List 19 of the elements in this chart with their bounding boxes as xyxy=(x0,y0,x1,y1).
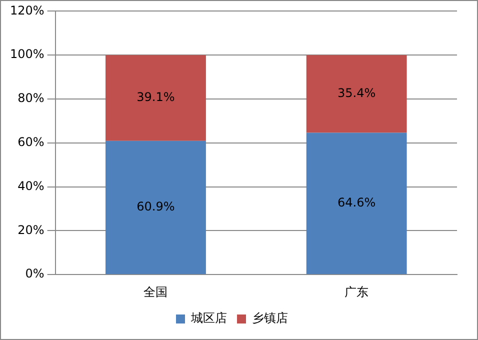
x-tick-label: 全国 xyxy=(144,284,168,299)
bar xyxy=(106,55,206,141)
bar xyxy=(306,55,407,133)
data-label: 35.4% xyxy=(338,86,376,100)
y-tick-label: 40% xyxy=(18,178,44,193)
data-label: 39.1% xyxy=(136,90,175,104)
y-tick-label: 20% xyxy=(18,222,44,237)
x-tick-label: 广东 xyxy=(344,284,369,299)
y-tick-label: 80% xyxy=(18,91,44,106)
bar xyxy=(306,132,407,274)
data-label: 64.6% xyxy=(338,196,376,210)
y-tick-label: 100% xyxy=(10,47,44,62)
legend-label: 乡镇店 xyxy=(252,311,288,326)
legend-label: 城区店 xyxy=(190,311,227,326)
bar xyxy=(106,140,206,274)
y-tick-label: 0% xyxy=(25,266,44,281)
y-tick-label: 60% xyxy=(18,135,44,150)
data-label: 60.9% xyxy=(136,200,175,214)
y-tick-label: 120% xyxy=(10,3,44,18)
